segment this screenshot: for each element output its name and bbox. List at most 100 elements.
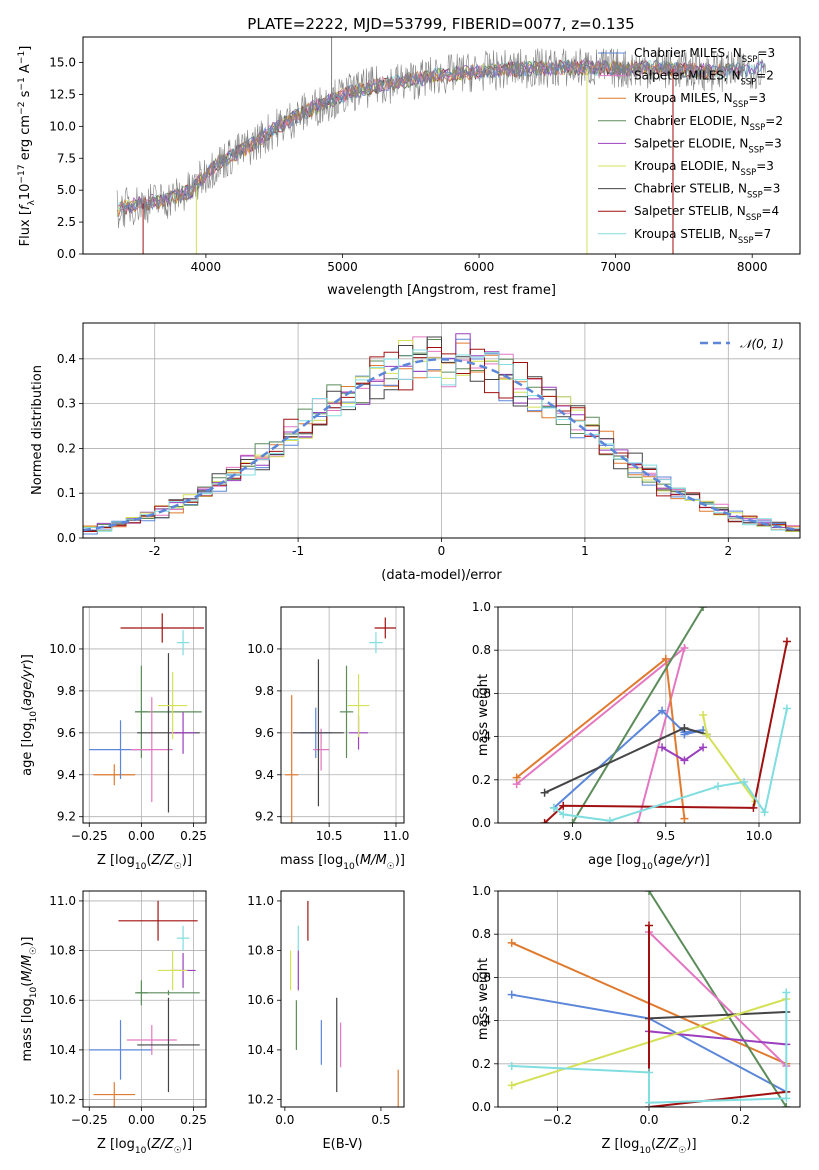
legend-label: Chabrier STELIB, NSSP=3 bbox=[634, 182, 780, 200]
axes-frame bbox=[82, 322, 801, 539]
x-tick-label: 10.0 bbox=[746, 829, 773, 843]
weight-marker bbox=[512, 773, 521, 782]
y-tick-label: 9.4 bbox=[255, 768, 274, 782]
weight-marker bbox=[661, 654, 670, 663]
y-tick-label: 9.4 bbox=[57, 768, 76, 782]
plot-area bbox=[116, 37, 767, 254]
weight-marker bbox=[782, 1103, 791, 1107]
y-tick-label: 10.2 bbox=[247, 1093, 274, 1107]
y-tick-label: 0.0 bbox=[472, 1100, 491, 1114]
y-tick-label: 10.4 bbox=[247, 1043, 274, 1057]
x-tick-label: 0 bbox=[438, 544, 446, 558]
x-tick-label: −0.25 bbox=[71, 829, 108, 843]
normal-curve bbox=[83, 358, 800, 532]
y-tick-label: 0.2 bbox=[472, 773, 491, 787]
panel-residuals: -2 -1 0 1 2 0.0 0.1 0.2 0.3 0.4 𝒩(0, 1) (data-model… bbox=[30, 322, 801, 583]
legend-label: Kroupa MILES, NSSP=3 bbox=[634, 91, 766, 109]
y-tick-label: 0.4 bbox=[57, 352, 76, 366]
weight-marker bbox=[507, 938, 516, 947]
y-tick-label: 9.8 bbox=[57, 684, 76, 698]
weight-marker bbox=[782, 637, 791, 646]
weight-marker bbox=[540, 788, 549, 797]
x-tick-label: 1 bbox=[581, 544, 589, 558]
weight-marker bbox=[507, 1081, 516, 1090]
y-tick-label: 10.8 bbox=[247, 944, 274, 958]
weight-line bbox=[661, 746, 704, 762]
axes-frame bbox=[280, 890, 405, 1108]
legend-label: Kroupa STELIB, NSSP=7 bbox=[634, 227, 771, 245]
plot-area bbox=[507, 891, 791, 1107]
panel-mass_vs_ebv: 0.0 0.5 10.2 10.4 10.6 10.8 11.0 E(B-V) bbox=[247, 890, 405, 1152]
weight-marker bbox=[645, 891, 653, 895]
y-axis-label: mass [log10(M/M☉)] bbox=[20, 937, 39, 1062]
y-tick-label: 9.2 bbox=[57, 810, 76, 824]
weight-marker bbox=[540, 819, 549, 823]
legend-label: Salpeter MILES, NSSP=2 bbox=[634, 69, 774, 87]
y-tick-label: 9.8 bbox=[255, 684, 274, 698]
panel-spectrum: 4000 5000 6000 7000 8000 0.0 2.5 5.0 7.5 10.0 12.5… bbox=[17, 36, 801, 298]
y-tick-label: 0.1 bbox=[57, 486, 76, 500]
x-tick-label: 10.5 bbox=[316, 829, 343, 843]
y-tick-label: 9.6 bbox=[57, 726, 76, 740]
x-tick-label: 9.0 bbox=[563, 829, 582, 843]
x-tick-label: 8000 bbox=[737, 260, 768, 274]
y-tick-label: 10.0 bbox=[247, 642, 274, 656]
x-axis-label: age [log10(age/yr)] bbox=[588, 853, 710, 872]
y-tick-label: 10.6 bbox=[247, 993, 274, 1007]
y-tick-label: 11.0 bbox=[49, 894, 76, 908]
weight-marker bbox=[740, 777, 749, 786]
x-tick-label: 11.0 bbox=[383, 829, 410, 843]
weight-marker bbox=[559, 801, 568, 810]
y-tick-label: 0.6 bbox=[472, 970, 491, 984]
histogram-step bbox=[83, 347, 800, 532]
y-tick-label: 0.3 bbox=[57, 397, 76, 411]
histogram-step bbox=[83, 349, 800, 532]
y-tick-label: 2.5 bbox=[57, 215, 76, 229]
legend-label: Salpeter ELODIE, NSSP=3 bbox=[634, 136, 782, 154]
plot-area bbox=[512, 607, 791, 823]
plot-area bbox=[83, 333, 800, 535]
y-tick-label: 0.8 bbox=[472, 927, 491, 941]
plot-area bbox=[285, 617, 396, 823]
weight-marker bbox=[658, 706, 667, 715]
y-axis-label: Normed distribution bbox=[30, 365, 45, 495]
y-tick-label: 10.6 bbox=[49, 993, 76, 1007]
x-axis-label: mass [log10(M/M☉)] bbox=[280, 853, 405, 872]
weight-marker bbox=[559, 810, 568, 819]
y-tick-label: 0.2 bbox=[57, 441, 76, 455]
x-tick-label: 9.5 bbox=[656, 829, 675, 843]
y-tick-label: 0.0 bbox=[472, 816, 491, 830]
legend-label: 𝒩(0, 1) bbox=[740, 337, 784, 351]
x-tick-label: 7000 bbox=[600, 260, 631, 274]
x-tick-label: 0.0 bbox=[639, 1113, 658, 1127]
weight-marker bbox=[605, 816, 614, 823]
weight-marker bbox=[699, 607, 708, 611]
weight-marker bbox=[507, 990, 516, 999]
y-tick-label: 15.0 bbox=[49, 56, 76, 70]
weight-marker bbox=[507, 1061, 516, 1070]
x-axis-label: (data-model)/error bbox=[381, 568, 502, 583]
weight-marker bbox=[760, 808, 769, 817]
y-tick-label: 1.0 bbox=[472, 600, 491, 614]
weight-marker bbox=[680, 644, 689, 653]
weight-line bbox=[648, 931, 787, 1067]
weight-marker bbox=[645, 921, 653, 930]
x-axis-label: Z [log10(Z/Z☉)] bbox=[601, 1137, 696, 1156]
weight-line bbox=[515, 645, 687, 823]
weight-line bbox=[543, 641, 788, 823]
weight-line bbox=[648, 1030, 787, 1046]
weight-line bbox=[648, 925, 787, 1107]
x-tick-label: 0.25 bbox=[180, 829, 207, 843]
panel-age_vs_mass: 10.5 11.0 9.2 9.4 9.6 9.8 10.0 mass [log10(M/M☉… bbox=[247, 606, 410, 872]
weight-marker bbox=[549, 803, 558, 812]
weight-marker bbox=[645, 1068, 653, 1077]
legend-label: Salpeter STELIB, NSSP=4 bbox=[634, 204, 779, 222]
y-tick-label: 10.0 bbox=[49, 119, 76, 133]
y-axis-label: age [log10(age/yr)] bbox=[20, 654, 39, 776]
spectrum-legend: Chabrier MILES, NSSP=3 Salpeter MILES, NS… bbox=[598, 46, 783, 245]
x-axis-label: Z [log10(Z/Z☉)] bbox=[97, 1137, 192, 1156]
y-tick-label: 12.5 bbox=[49, 87, 76, 101]
weight-marker bbox=[713, 782, 722, 791]
y-tick-label: 0.4 bbox=[472, 730, 491, 744]
y-tick-label: 9.6 bbox=[255, 726, 274, 740]
